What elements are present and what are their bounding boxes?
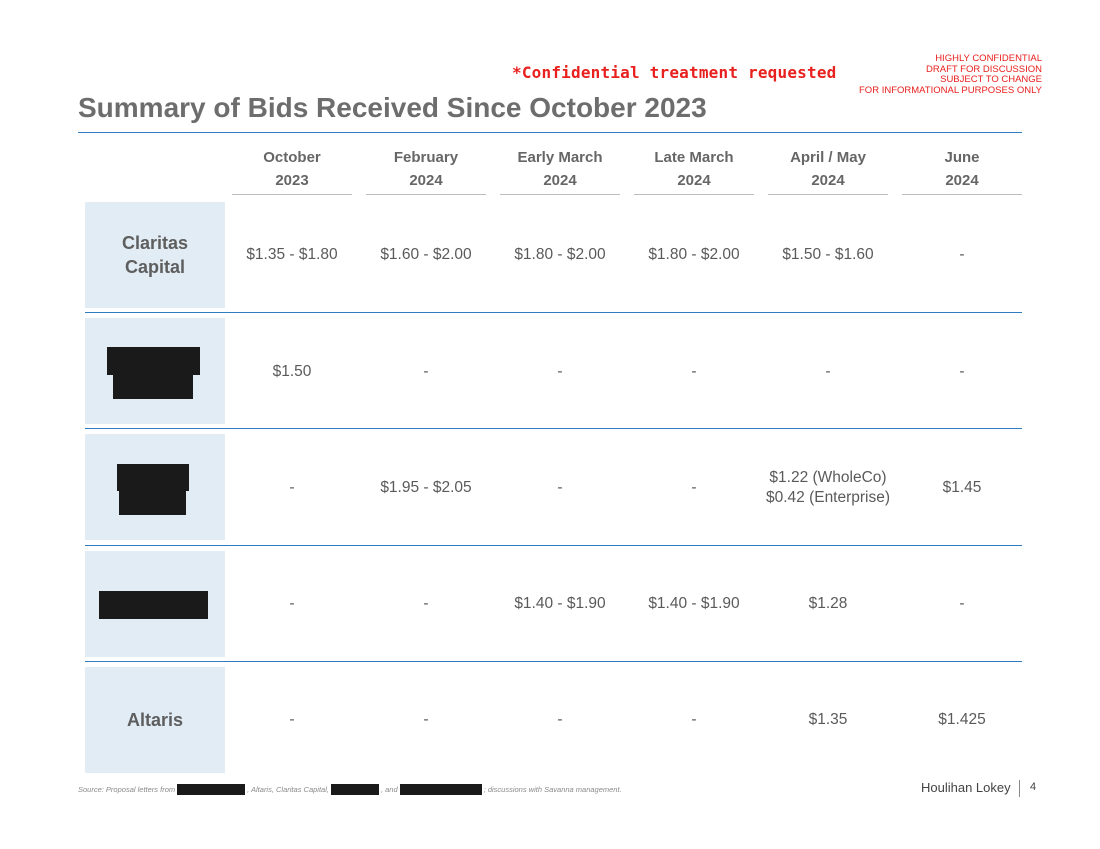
redaction-block xyxy=(399,784,482,795)
row-label-claritas-capital: Claritas Capital xyxy=(85,202,225,308)
footnote-text: , and xyxy=(380,785,398,794)
redaction-block xyxy=(113,372,193,399)
brand-name: Houlihan Lokey xyxy=(921,780,1011,795)
redaction-block xyxy=(99,591,208,619)
table-cell: $1.40 - $1.90 xyxy=(648,595,740,612)
table-cell: $1.95 - $2.05 xyxy=(380,479,472,496)
column-header-line: 2024 xyxy=(945,172,979,189)
footnote-text: , Altaris, Claritas Capital, xyxy=(247,785,329,794)
column-header-underline xyxy=(768,194,888,195)
column-header-line: February xyxy=(393,149,459,166)
redaction-block xyxy=(330,784,379,795)
row-label-altaris: Altaris xyxy=(85,667,225,773)
title-rule xyxy=(78,132,1022,133)
column-header-line: Early March xyxy=(517,149,603,166)
table-cell: - xyxy=(423,363,429,380)
column-header-february-2024: February 2024 xyxy=(366,146,486,195)
column-header-early-march-2024: Early March 2024 xyxy=(500,146,620,195)
column-header-late-march-2024: Late March 2024 xyxy=(634,146,754,195)
redaction-block xyxy=(107,347,200,375)
column-header-line: October xyxy=(263,149,321,166)
table-cell: - xyxy=(289,479,295,496)
table-cell: $1.35 xyxy=(808,711,848,728)
column-header-line: 2024 xyxy=(811,172,845,189)
column-header-line: 2024 xyxy=(543,172,577,189)
table-cell: - xyxy=(691,711,697,728)
column-header-april-may-2024: April / May 2024 xyxy=(768,146,888,195)
redaction-block xyxy=(177,784,246,795)
table-cell: - xyxy=(557,711,563,728)
table-cell: - xyxy=(825,363,831,380)
footnote-text: Source: Proposal letters from xyxy=(78,785,176,794)
footer-divider xyxy=(1019,780,1020,797)
table-cell: $1.80 - $2.00 xyxy=(648,246,740,263)
redaction-block xyxy=(119,489,186,515)
row-divider xyxy=(85,312,1022,313)
stamp-line: SUBJECT TO CHANGE xyxy=(940,74,1042,85)
table-cell: - xyxy=(557,479,563,496)
column-header-line: June xyxy=(944,149,980,166)
table-cell: $1.80 - $2.00 xyxy=(514,246,606,263)
page-title: Summary of Bids Received Since October 2… xyxy=(78,92,707,123)
table-cell: $1.35 - $1.80 xyxy=(246,246,338,263)
stamp-line: HIGHLY CONFIDENTIAL xyxy=(935,53,1042,64)
table-cell: $1.45 xyxy=(942,479,982,496)
table-cell: $1.425 xyxy=(938,711,986,728)
table-cell: $1.50 - $1.60 xyxy=(782,246,874,263)
column-header-line: 2023 xyxy=(275,172,309,189)
column-header-underline xyxy=(500,194,620,195)
column-header-line: 2024 xyxy=(409,172,443,189)
stamp-line: FOR INFORMATIONAL PURPOSES ONLY xyxy=(859,84,1042,96)
footnote-text: ; discussions with Savanna management. xyxy=(483,785,622,794)
table-cell: - xyxy=(423,595,429,612)
confidential-note: *Confidential treatment requested xyxy=(512,63,837,82)
page-number: 4 xyxy=(1030,781,1037,793)
column-header-underline xyxy=(634,194,754,195)
table-cell: $1.50 xyxy=(272,363,312,380)
confidentiality-stamp: HIGHLY CONFIDENTIAL DRAFT FOR DISCUSSION… xyxy=(859,53,1042,96)
table-cell: $1.40 - $1.90 xyxy=(514,595,606,612)
column-header-line: April / May xyxy=(790,149,866,166)
row-divider xyxy=(85,428,1022,429)
column-header-line: Late March xyxy=(654,149,734,166)
table-cell: - xyxy=(959,363,965,380)
column-header-october-2023: October 2023 xyxy=(232,146,352,195)
column-header-underline xyxy=(232,194,352,195)
table-cell: - xyxy=(557,363,563,380)
column-header-underline xyxy=(902,194,1022,195)
table-cell: - xyxy=(289,711,295,728)
table-cell: $1.28 xyxy=(808,595,848,612)
column-header-underline xyxy=(366,194,486,195)
table-cell: - xyxy=(959,595,965,612)
source-footnote: Source: Proposal letters from , Altaris,… xyxy=(78,784,622,795)
table-cell: - xyxy=(691,363,697,380)
redaction-block xyxy=(117,464,189,491)
table-cell: $1.60 - $2.00 xyxy=(380,246,472,263)
row-divider xyxy=(85,545,1022,546)
table-cell: - xyxy=(289,595,295,612)
row-divider xyxy=(85,661,1022,662)
column-header-line: 2024 xyxy=(677,172,711,189)
table-cell: - xyxy=(691,479,697,496)
stamp-line: DRAFT FOR DISCUSSION xyxy=(926,63,1042,75)
table-cell: - xyxy=(959,246,965,263)
table-cell: - xyxy=(423,711,429,728)
table-cell: $1.22 (WholeCo) $0.42 (Enterprise) xyxy=(765,469,891,506)
column-header-june-2024: June 2024 xyxy=(902,146,1022,195)
